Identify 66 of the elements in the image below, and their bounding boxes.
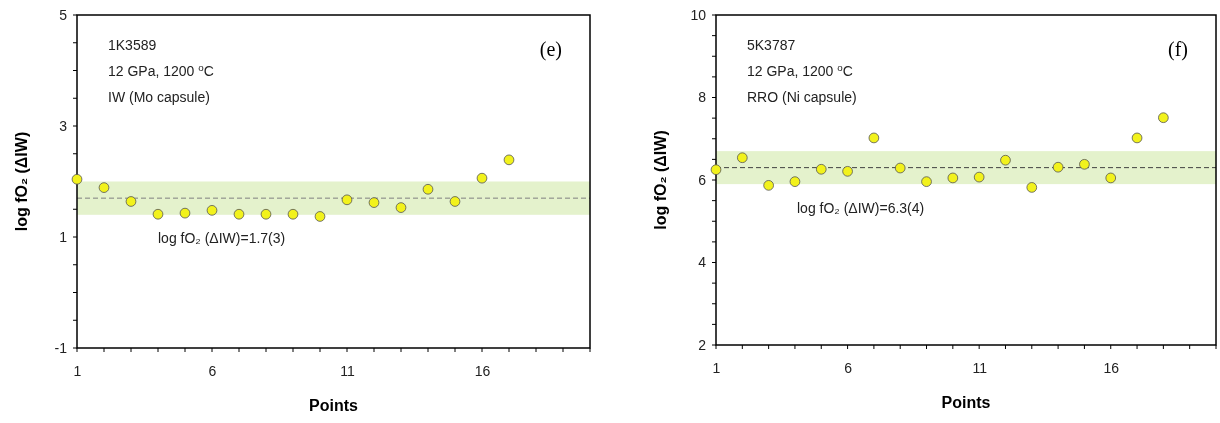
point <box>233 208 245 220</box>
point <box>1026 182 1038 193</box>
y-axis-title: log fO₂ (ΔIW) <box>13 131 30 232</box>
point <box>314 211 326 222</box>
y-axis-title: log fO₂ (ΔIW) <box>652 130 669 230</box>
y-tick-label: 6 <box>698 171 707 188</box>
annotation: IW (Mo capsule) <box>108 89 210 105</box>
point <box>98 182 110 193</box>
y-tick-label: -1 <box>54 339 68 356</box>
point <box>1105 172 1117 184</box>
text: (f) <box>1168 38 1188 61</box>
x-tick-label: 1 <box>712 359 721 376</box>
point <box>1131 132 1143 144</box>
point <box>921 176 932 187</box>
y-tick-label: 2 <box>698 336 707 353</box>
point <box>947 172 959 184</box>
annotation: 1K3589 <box>108 37 157 53</box>
annotation: 12 GPa, 1200 $^{o}$C <box>108 61 214 79</box>
point <box>260 208 272 220</box>
point <box>395 202 407 213</box>
ref-line-label: log fO₂ (ΔIW)=6.3(4) <box>797 199 925 216</box>
y-tick-label: 8 <box>698 89 707 106</box>
point <box>476 172 488 184</box>
point <box>422 183 434 195</box>
x-tick-label: 1 <box>73 362 82 379</box>
point <box>368 197 380 208</box>
ref-line-label: log fO₂ (ΔIW)=1.7(3) <box>158 230 286 247</box>
annotation: 5K3787 <box>747 37 796 53</box>
y-tick-label: 10 <box>690 6 707 23</box>
point <box>815 164 827 175</box>
point <box>287 208 299 220</box>
point <box>763 180 774 191</box>
point <box>868 132 880 144</box>
x-tick-label: 16 <box>474 362 491 379</box>
point <box>894 162 906 174</box>
x-tick-label: 11 <box>340 362 355 379</box>
point <box>1052 161 1064 173</box>
point <box>341 194 353 206</box>
point <box>710 164 722 175</box>
point <box>737 152 748 163</box>
x-tick-label: 11 <box>972 359 988 376</box>
point <box>152 208 164 220</box>
point <box>206 205 218 216</box>
y-tick-label: 1 <box>59 228 68 245</box>
point <box>789 176 801 187</box>
point <box>125 196 137 207</box>
point <box>1158 112 1169 123</box>
point <box>179 207 191 219</box>
point <box>842 166 853 177</box>
y-tick-label: 5 <box>59 6 68 23</box>
point <box>71 174 83 185</box>
x-axis-title: Points <box>309 397 359 414</box>
point <box>1000 154 1011 166</box>
x-axis-title: Points <box>941 394 991 411</box>
y-tick-label: 4 <box>698 254 707 271</box>
x-tick-label: 6 <box>844 359 853 376</box>
annotation: 12 GPa, 1200 $^{o}$C <box>747 61 853 79</box>
x-tick-label: 16 <box>1103 359 1120 376</box>
point <box>973 171 985 183</box>
y-tick-label: 3 <box>59 117 68 134</box>
point <box>503 154 515 166</box>
x-tick-label: 6 <box>208 362 217 379</box>
point <box>1079 159 1090 170</box>
annotation: RRO (Ni capsule) <box>747 89 857 105</box>
text: (e) <box>539 38 562 61</box>
point <box>449 196 461 207</box>
